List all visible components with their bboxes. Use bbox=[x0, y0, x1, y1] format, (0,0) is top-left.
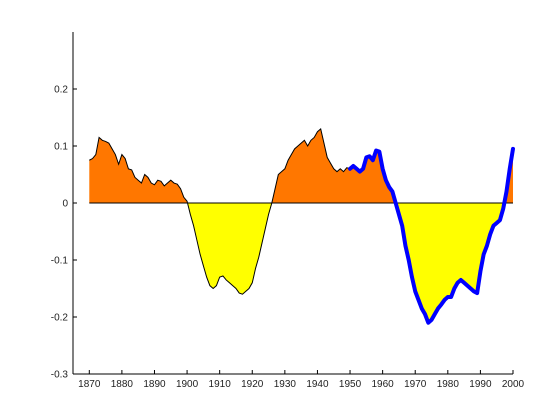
y-tick-label: -0.2 bbox=[51, 313, 69, 324]
x-tick-label: 1970 bbox=[404, 379, 427, 390]
negative-area-1 bbox=[187, 203, 272, 295]
x-tick-label: 1870 bbox=[78, 379, 101, 390]
x-tick-label: 1950 bbox=[339, 379, 362, 390]
y-tick-label: 0.1 bbox=[54, 142, 68, 153]
axes: -0.3 -0.2 -0.1 0 0.1 0.2 1870 1880 1890 1900 1910 1… bbox=[51, 32, 525, 390]
x-tick-label: 1990 bbox=[469, 379, 492, 390]
x-tick-label: 1930 bbox=[274, 379, 297, 390]
anomaly-areas bbox=[89, 128, 513, 323]
positive-area-0 bbox=[89, 137, 188, 203]
y-tick-label: 0 bbox=[62, 199, 68, 210]
x-tick-label: 1910 bbox=[209, 379, 232, 390]
x-tick-label: 1920 bbox=[241, 379, 264, 390]
x-tick-label: 1900 bbox=[176, 379, 199, 390]
x-tick-label: 1880 bbox=[111, 379, 134, 390]
x-tick-label: 1960 bbox=[372, 379, 395, 390]
highlight-line bbox=[348, 146, 515, 325]
x-tick-label: 1890 bbox=[143, 379, 166, 390]
negative-area-3 bbox=[395, 203, 505, 323]
positive-area-2 bbox=[271, 128, 396, 203]
x-tick-label: 1940 bbox=[306, 379, 329, 390]
y-tick-label: 0.2 bbox=[54, 85, 68, 96]
x-tick-label: 2000 bbox=[502, 379, 525, 390]
x-tick-label: 1980 bbox=[437, 379, 460, 390]
anomaly-lines bbox=[89, 127, 515, 325]
y-tick-label: -0.1 bbox=[51, 256, 69, 267]
y-tick-label: -0.3 bbox=[51, 370, 69, 381]
